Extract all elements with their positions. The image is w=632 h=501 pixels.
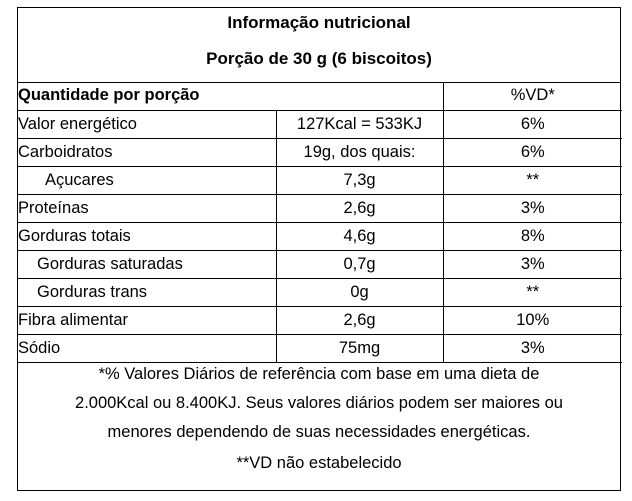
- nutrient-name: Proteínas: [18, 193, 277, 223]
- table-row: Proteínas 2,6g 3%: [18, 193, 622, 223]
- table-row: Valor energético 127Kcal = 533KJ 6%: [18, 109, 622, 139]
- nutrient-quantity: 7,3g: [275, 165, 444, 195]
- nutrient-quantity: 0,7g: [275, 249, 444, 279]
- table-row: Carboidratos 19g, dos quais: 6%: [18, 137, 622, 167]
- nutrient-vd: **: [442, 277, 622, 307]
- nutrient-name: Açucares: [18, 165, 277, 195]
- nutrient-quantity: 0g: [275, 277, 444, 307]
- nutrient-name: Valor energético: [18, 109, 277, 139]
- nutrient-name: Carboidratos: [18, 137, 277, 167]
- nutrient-name: Fibra alimentar: [18, 305, 277, 335]
- nutrition-table: Quantidade por porção %VD* Valor energét…: [18, 82, 622, 363]
- table-header-row: Quantidade por porção %VD*: [18, 82, 622, 111]
- nutrient-quantity: 2,6g: [275, 193, 444, 223]
- footnote-line: menores dependendo de suas necessidades …: [107, 423, 531, 441]
- nutrient-name: Sódio: [18, 333, 277, 363]
- table-row: Açucares 7,3g **: [18, 165, 622, 195]
- daily-values-footnote: *% Valores Diários de referência com bas…: [18, 360, 620, 447]
- nutrient-vd: 6%: [442, 137, 622, 167]
- nutrient-quantity: 4,6g: [275, 221, 444, 251]
- vd-not-established-note: **VD não estabelecido: [236, 454, 402, 472]
- nutrition-header: Informação nutricional Porção de 30 g (6…: [18, 8, 620, 83]
- table-row: Gorduras saturadas 0,7g 3%: [18, 249, 622, 279]
- nutrient-vd: 6%: [442, 109, 622, 139]
- footnote-line: *% Valores Diários de referência com bas…: [98, 365, 540, 383]
- nutrient-vd: 3%: [442, 333, 622, 363]
- table-row: Sódio 75mg 3%: [18, 333, 622, 363]
- nutrition-title: Informação nutricional: [227, 13, 411, 32]
- nutrient-vd: 3%: [442, 249, 622, 279]
- nutrient-vd: 8%: [442, 221, 622, 251]
- nutrient-quantity: 2,6g: [275, 305, 444, 335]
- column-header-quantity: Quantidade por porção: [18, 82, 444, 111]
- table-row: Gorduras trans 0g **: [18, 277, 622, 307]
- nutrient-quantity: 127Kcal = 533KJ: [275, 109, 444, 139]
- nutrient-vd: **: [442, 165, 622, 195]
- footnote-line: 2.000Kcal ou 8.400KJ. Seus valores diári…: [75, 394, 563, 412]
- nutrient-vd: 3%: [442, 193, 622, 223]
- nutrient-name: Gorduras saturadas: [18, 249, 277, 279]
- nutrient-quantity: 75mg: [275, 333, 444, 363]
- portion-size: Porção de 30 g (6 biscoitos): [206, 49, 432, 68]
- nutrient-name: Gorduras trans: [18, 277, 277, 307]
- nutrient-vd: 10%: [442, 305, 622, 335]
- nutrient-quantity: 19g, dos quais:: [275, 137, 444, 167]
- table-row: Gorduras totais 4,6g 8%: [18, 221, 622, 251]
- nutrient-name: Gorduras totais: [18, 221, 277, 251]
- nutrition-facts-panel: Informação nutricional Porção de 30 g (6…: [17, 7, 622, 491]
- column-header-vd: %VD*: [442, 82, 622, 111]
- table-row: Fibra alimentar 2,6g 10%: [18, 305, 622, 335]
